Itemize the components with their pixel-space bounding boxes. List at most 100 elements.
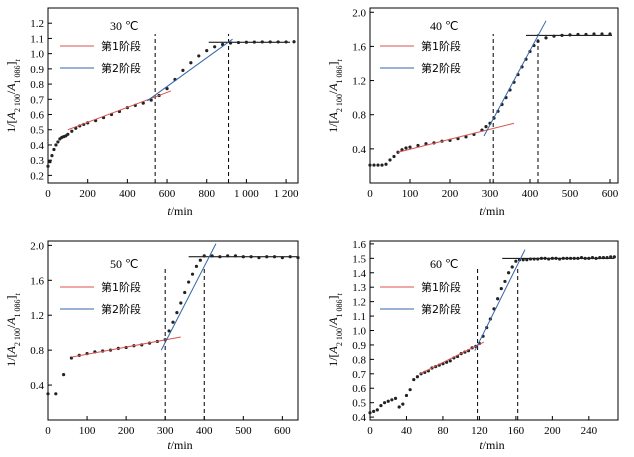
x-tick-label: 160 [508,425,525,437]
data-point [401,402,405,406]
stage1-fit-line [397,122,515,153]
x-axis-label: t/min [167,438,192,452]
data-point [54,392,58,396]
stage2-fit-line [146,38,233,102]
x-tick-label: 600 [602,188,619,200]
data-point [62,372,66,377]
data-point [561,256,565,260]
data-point [464,135,468,139]
data-point [260,40,264,44]
data-point [416,143,420,148]
data-point [612,255,616,259]
x-tick-label: 120 [471,425,488,437]
y-axis-label-part: t [335,58,344,61]
y-axis-label-part: / [4,324,18,328]
data-point [601,256,606,260]
data-point [241,255,245,259]
data-point [506,271,511,275]
data-point [388,158,392,162]
data-point [579,256,584,260]
data-point [171,320,175,324]
y-tick-label: 0.8 [30,79,44,91]
y-axis-label-part: A [4,317,18,326]
data-point [558,257,562,261]
data-point [386,399,390,403]
data-point [205,49,209,53]
plot-frame [47,7,299,184]
data-point [372,409,376,413]
data-point [380,163,384,167]
panel-1: 0 200 400 600 800 1 000 1 200 0.2 0.3 0.4 0.5 0.6 0.… [4,7,299,218]
data-point [408,388,412,392]
y-tick-label: 0.6 [30,110,44,122]
data-point [265,255,269,259]
x-tick-label: 200 [442,188,459,200]
data-point [605,256,609,260]
x-tick-label: 800 [198,188,215,200]
data-point [50,154,54,158]
x-axis-label: t/min [479,438,504,452]
panel-4: 0 40 80 120 160 200 240 0.4 0.5 0.6 0.7 0.8 0.9 1.0 1.… [326,239,619,452]
legend-label-stage2: 第2阶段 [421,61,461,75]
data-point [296,255,300,260]
data-point [213,45,217,49]
data-point [249,255,253,259]
y-tick-label: 1.6 [30,275,44,287]
data-point [576,256,580,260]
x-axis-label-unit: /min [483,438,505,452]
x-tick-label: 100 [402,188,419,200]
y-axis-label-part: 1/[ [4,119,18,132]
y-axis-label-part: A [4,83,18,92]
data-point [514,259,518,263]
y-axis-label: 1/[A2 100/A1 086]t [4,58,22,132]
data-point [257,255,261,260]
data-point [46,164,50,168]
y-tick-label: 1.2 [352,76,366,88]
data-point [376,163,380,167]
chart-title: 40 ℃ [430,19,458,33]
data-point [189,61,193,65]
data-point [268,40,272,44]
y-tick-label: 0.4 [30,140,44,152]
data-point [532,257,536,261]
data-point [568,33,572,37]
y-axis-label-part: / [326,324,340,328]
data-point [56,140,60,144]
y-tick-label: 2.0 [30,240,44,252]
data-point [252,40,256,44]
stage1-fit-line [71,336,181,358]
data-point [552,34,556,38]
y-axis-label-part: 2 100 [13,328,22,346]
data-point [565,256,569,260]
y-axis-label-part: 2 100 [13,94,22,112]
stage2-fit-line [160,243,217,351]
data-point [404,146,408,150]
data-point [284,40,288,44]
data-point [560,33,564,37]
x-tick-label: 240 [581,425,598,437]
y-tick-label: 1.0 [352,326,366,338]
data-point [544,36,548,40]
x-tick-label: 300 [482,188,499,200]
data-point [390,398,394,402]
y-tick-label: 0.4 [30,380,44,392]
x-tick-label: 0 [45,188,51,200]
data-point [484,125,488,129]
stage1-fit-line [419,341,485,375]
y-axis-label-part: A [326,345,340,354]
y-tick-label: 0.7 [352,369,366,381]
x-tick-label: 0 [45,425,51,437]
data-point [52,147,56,152]
data-point [384,162,388,166]
y-axis-label-part: 1 086 [335,299,344,317]
data-point [368,411,372,415]
y-axis-label-part: 1 086 [13,65,22,83]
data-point [536,257,540,261]
y-tick-label: 1.0 [30,49,44,61]
y-tick-label: 0.3 [30,155,44,167]
data-point [190,272,195,276]
y-tick-label: 0.4 [352,144,366,156]
data-point [592,32,596,36]
x-axis-label: t/min [167,204,192,218]
